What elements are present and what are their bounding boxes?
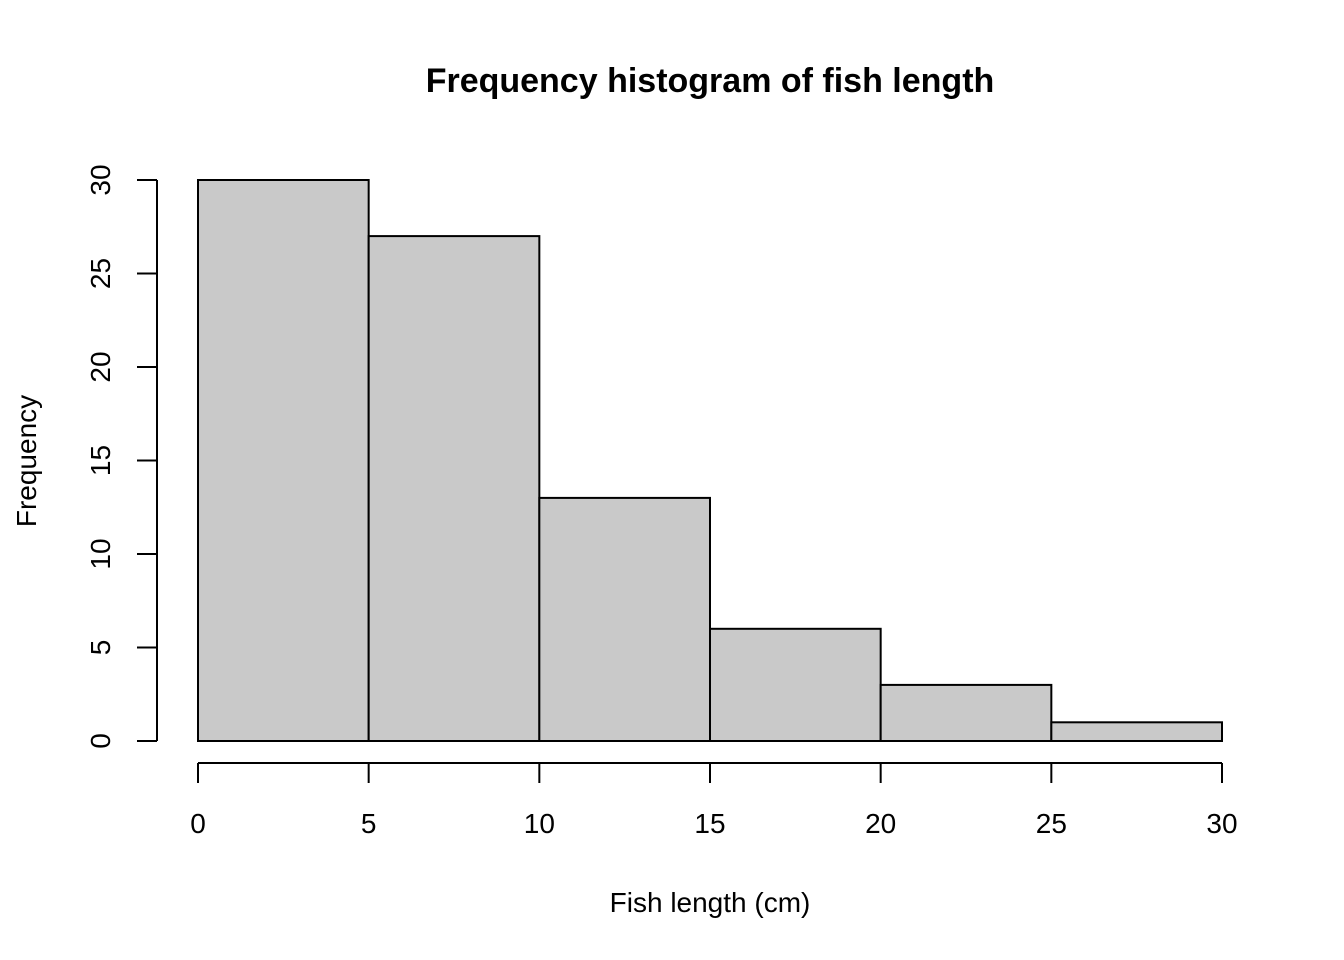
histogram-bar	[538, 496, 711, 742]
x-tick-label: 15	[694, 808, 725, 839]
y-tick-label: 20	[85, 351, 116, 382]
y-tick-label: 10	[85, 538, 116, 569]
x-tick-label: 10	[524, 808, 555, 839]
y-axis-label: Frequency	[11, 395, 42, 527]
histogram-bar	[367, 235, 541, 742]
x-tick-label: 0	[190, 808, 206, 839]
y-tick-label: 5	[85, 640, 116, 656]
histogram-bar	[709, 627, 882, 742]
y-tick-label: 15	[85, 445, 116, 476]
y-tick-label: 0	[85, 733, 116, 749]
x-tick-label: 5	[361, 808, 377, 839]
x-tick-label: 20	[865, 808, 896, 839]
chart-title: Frequency histogram of fish length	[426, 62, 995, 100]
histogram-bar	[1050, 721, 1224, 742]
histogram-bar	[197, 179, 370, 742]
x-axis-label: Fish length (cm)	[610, 887, 811, 918]
x-axis: 0 5 10 15 20 25 30	[190, 762, 1238, 839]
y-tick-label: 25	[85, 258, 116, 289]
y-axis: 0 5 10 15 20 25 30	[85, 164, 158, 749]
x-tick-label: 25	[1036, 808, 1067, 839]
bars-group	[197, 179, 1224, 743]
y-tick-label: 30	[85, 164, 116, 195]
histogram-bar	[879, 683, 1053, 743]
x-tick-label: 30	[1206, 808, 1237, 839]
